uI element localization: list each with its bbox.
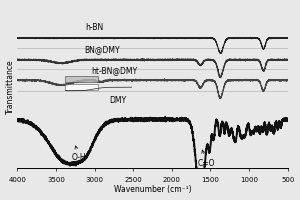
Text: DMY: DMY [109, 96, 126, 105]
Text: C=O: C=O [198, 150, 215, 168]
Text: BN@DMY: BN@DMY [85, 45, 120, 54]
Text: ht-BN@DMY: ht-BN@DMY [91, 66, 137, 75]
Text: O-H: O-H [72, 146, 86, 162]
X-axis label: Wavenumber (cm⁻¹): Wavenumber (cm⁻¹) [114, 185, 191, 194]
Bar [65, 76, 98, 82]
Bar [65, 84, 98, 90]
Text: h-BN: h-BN [85, 23, 104, 32]
Y-axis label: Transmittance: Transmittance [6, 60, 15, 114]
